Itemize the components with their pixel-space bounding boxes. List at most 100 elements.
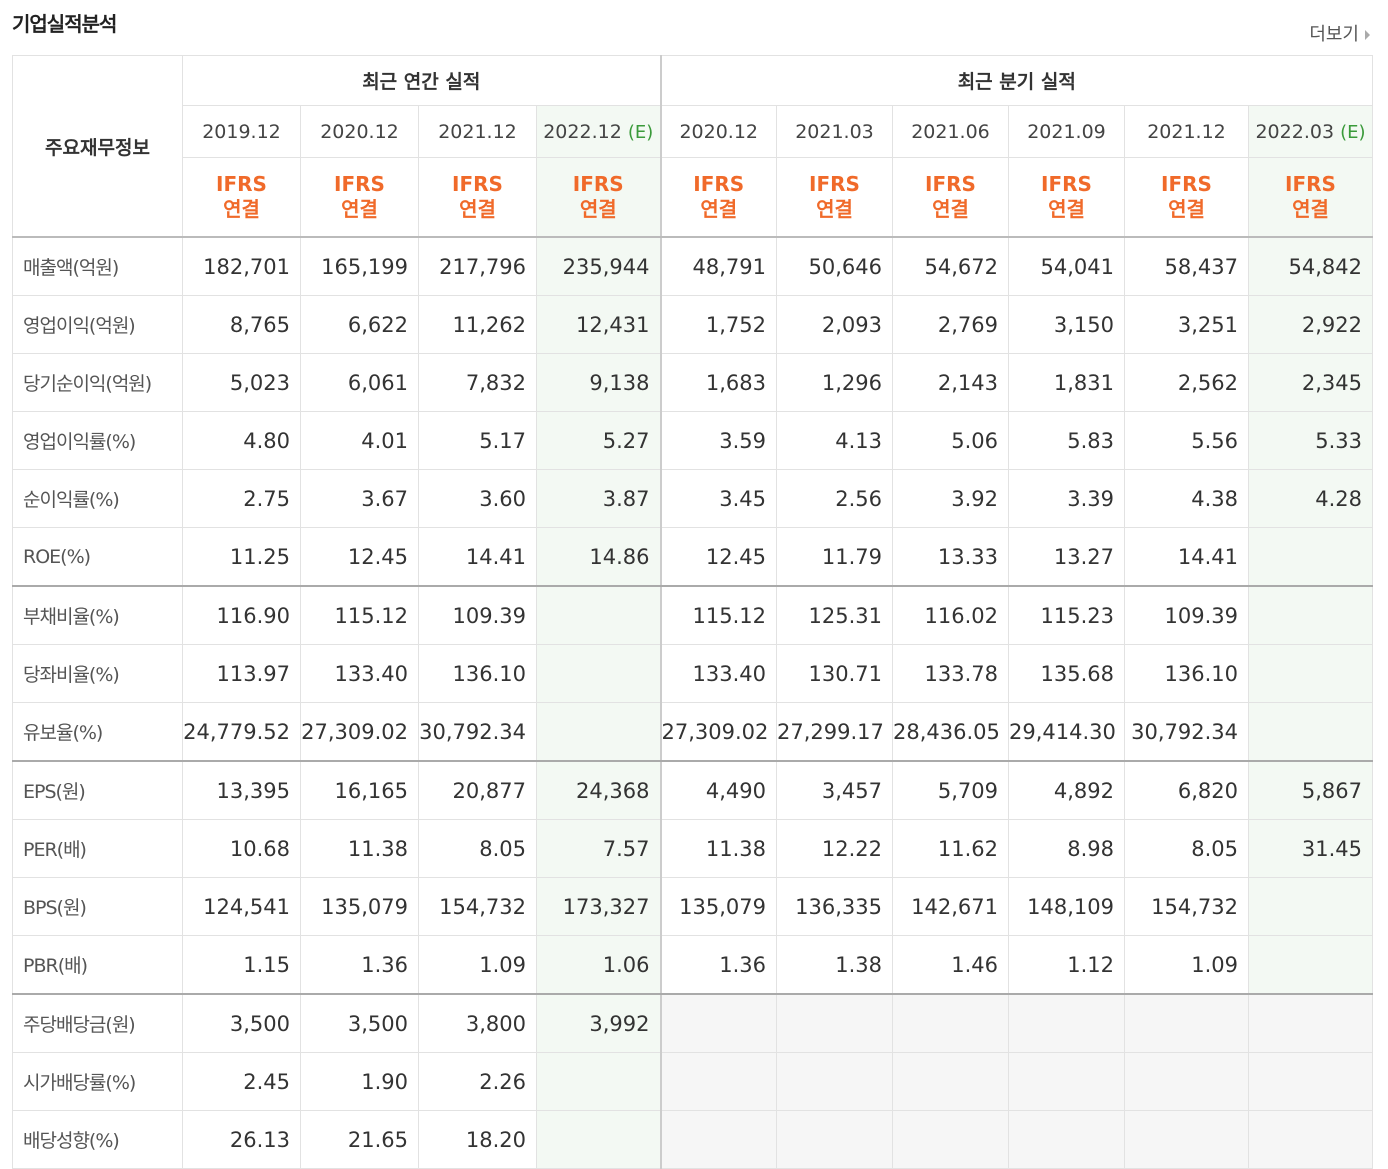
cell-value: 135,079 <box>659 877 777 936</box>
cell-value: 116.90 <box>182 585 301 645</box>
row-label: 영업이익(억원) <box>12 295 183 354</box>
empty-cell <box>776 1110 893 1169</box>
empty-cell <box>1008 1052 1125 1111</box>
cell-value: 3.39 <box>1008 469 1125 528</box>
consolidation-text: 연결 <box>579 197 617 221</box>
cell-value: 217,796 <box>418 236 537 296</box>
empty-cell <box>1248 702 1373 762</box>
data-row: 부채비율(%) 116.90 115.12 109.39 115.12 125.31 116… <box>12 585 1373 645</box>
cell-value: 54,041 <box>1008 236 1125 296</box>
cell-value: 115.12 <box>300 585 419 645</box>
empty-cell <box>1248 1052 1373 1111</box>
cell-value: 154,732 <box>1124 877 1249 936</box>
cell-value: 12,431 <box>536 295 661 354</box>
column-date: 2021.12 <box>418 105 537 158</box>
cell-value: 6,622 <box>300 295 419 354</box>
cell-value: 1.09 <box>1124 935 1249 995</box>
cell-value: 12.45 <box>300 527 419 587</box>
cell-value: 109.39 <box>1124 585 1249 645</box>
more-link[interactable]: 더보기 <box>1309 20 1370 46</box>
ifrs-text: IFRS <box>925 172 976 196</box>
date-text: 2020.12 <box>320 120 399 143</box>
empty-cell <box>1008 1110 1125 1169</box>
column-date: 2021.06 <box>892 105 1009 158</box>
cell-value: 2,345 <box>1248 353 1373 412</box>
empty-cell <box>1008 993 1125 1053</box>
cell-value: 31.45 <box>1248 819 1373 878</box>
ifrs-text: IFRS <box>1285 172 1336 196</box>
column-basis: IFRS 연결 <box>1124 157 1249 238</box>
cell-value: 3.60 <box>418 469 537 528</box>
cell-value: 130.71 <box>776 644 893 703</box>
cell-value: 1.36 <box>659 935 777 995</box>
row-label: 유보율(%) <box>12 702 183 762</box>
estimate-mark: (E) <box>1340 121 1366 143</box>
cell-value: 1.38 <box>776 935 893 995</box>
date-text: 2021.09 <box>1027 120 1106 143</box>
cell-value: 6,061 <box>300 353 419 412</box>
cell-value: 142,671 <box>892 877 1009 936</box>
cell-value: 54,672 <box>892 236 1009 296</box>
cell-value: 5.06 <box>892 411 1009 470</box>
ifrs-text: IFRS <box>809 172 860 196</box>
column-date: 2020.12 <box>659 105 777 158</box>
data-row: 주당배당금(원) 3,500 3,500 3,800 3,992 <box>12 993 1373 1053</box>
empty-cell <box>659 993 777 1053</box>
column-date: 2020.12 <box>300 105 419 158</box>
empty-cell <box>536 1110 661 1169</box>
cell-value: 7.57 <box>536 819 661 878</box>
data-row: 배당성향(%) 26.13 21.65 18.20 <box>12 1110 1373 1169</box>
cell-value: 1.36 <box>300 935 419 995</box>
empty-cell <box>536 1052 661 1111</box>
ifrs-text: IFRS <box>334 172 385 196</box>
cell-value: 13.33 <box>892 527 1009 587</box>
data-row: 유보율(%) 24,779.52 27,309.02 30,792.34 27,309.… <box>12 702 1373 762</box>
row-label: PBR(배) <box>12 935 183 995</box>
cell-value: 8.05 <box>418 819 537 878</box>
cell-value: 135.68 <box>1008 644 1125 703</box>
cell-value: 14.41 <box>1124 527 1249 587</box>
empty-cell <box>892 1052 1009 1111</box>
cell-value: 3,457 <box>776 760 893 820</box>
cell-value: 11.25 <box>182 527 301 587</box>
consolidation-text: 연결 <box>341 197 378 221</box>
cell-value: 30,792.34 <box>1124 702 1249 762</box>
cell-value: 5.17 <box>418 411 537 470</box>
empty-cell <box>1248 527 1373 587</box>
data-row: 매출액(억원) 182,701 165,199 217,796 235,944 48,79… <box>12 236 1373 296</box>
cell-value: 182,701 <box>182 236 301 296</box>
estimate-mark: (E) <box>627 121 654 143</box>
cell-value: 20,877 <box>418 760 537 820</box>
cell-value: 28,436.05 <box>892 702 1009 762</box>
cell-value: 165,199 <box>300 236 419 296</box>
empty-cell <box>1248 935 1373 995</box>
row-label: 부채비율(%) <box>12 585 183 645</box>
cell-value: 29,414.30 <box>1008 702 1125 762</box>
cell-value: 2.26 <box>418 1052 537 1111</box>
empty-cell <box>1248 993 1373 1053</box>
empty-cell <box>1248 644 1373 703</box>
data-row: PBR(배) 1.15 1.36 1.09 1.06 1.36 1.38 1.46 1.12 1.… <box>12 935 1373 995</box>
cell-value: 2,143 <box>892 353 1009 412</box>
row-label: 시가배당률(%) <box>12 1052 183 1111</box>
cell-value: 133.40 <box>300 644 419 703</box>
column-basis: IFRS 연결 <box>536 157 661 238</box>
corner-header: 주요재무정보 <box>12 55 183 238</box>
financial-table: 주요재무정보 최근 연간 실적 최근 분기 실적 2019.12 2020.12 2021… <box>12 55 1373 1169</box>
cell-value: 3.92 <box>892 469 1009 528</box>
cell-value: 1,752 <box>659 295 777 354</box>
cell-value: 30,792.34 <box>418 702 537 762</box>
empty-cell <box>659 1052 777 1111</box>
cell-value: 4.01 <box>300 411 419 470</box>
cell-value: 2.56 <box>776 469 893 528</box>
data-row: 당좌비율(%) 113.97 133.40 136.10 133.40 130.71 133… <box>12 644 1373 703</box>
empty-cell <box>1124 993 1249 1053</box>
date-text: 2021.03 <box>795 120 874 143</box>
cell-value: 133.40 <box>659 644 777 703</box>
cell-value: 2,093 <box>776 295 893 354</box>
cell-value: 8,765 <box>182 295 301 354</box>
column-date: 2021.12 <box>1124 105 1249 158</box>
data-row: BPS(원) 124,541 135,079 154,732 173,327 135,07… <box>12 877 1373 936</box>
empty-cell <box>536 585 661 645</box>
cell-value: 5.27 <box>536 411 661 470</box>
